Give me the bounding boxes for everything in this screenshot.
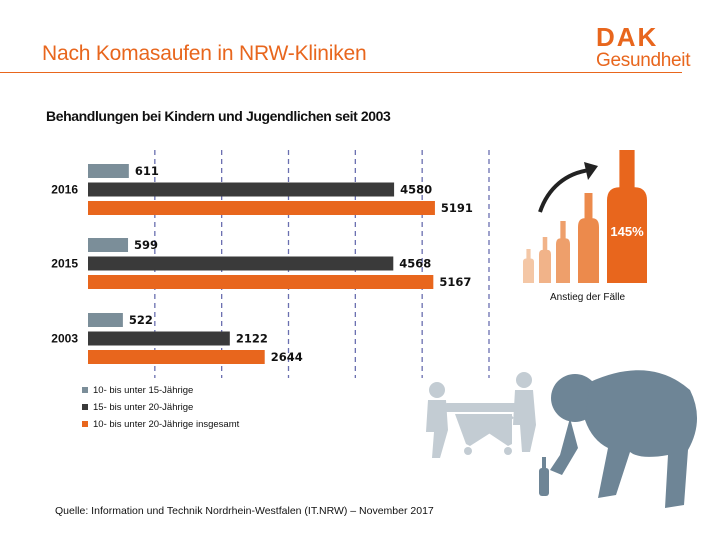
legend-swatch xyxy=(82,421,88,427)
data-label: 2122 xyxy=(236,332,268,346)
bar xyxy=(88,313,123,327)
legend-label: 10- bis unter 15-Jährige xyxy=(93,385,193,396)
page-title: Nach Komasaufen in NRW-Kliniken xyxy=(42,42,367,65)
category-label: 2015 xyxy=(51,257,78,271)
bar xyxy=(88,256,394,271)
legend-label: 15- bis unter 20-Jährige xyxy=(93,402,193,413)
source-note: Quelle: Information und Technik Nordrhei… xyxy=(55,505,434,517)
data-label: 4568 xyxy=(399,257,431,271)
bent-person-illustration xyxy=(539,370,698,508)
legend-swatch xyxy=(82,404,88,410)
data-label: 4580 xyxy=(400,183,432,197)
logo-text: Gesundheit xyxy=(596,50,691,71)
bottle-icon xyxy=(578,193,599,283)
logo-mark: DAK xyxy=(596,24,658,52)
title-divider xyxy=(0,72,682,73)
bar xyxy=(88,331,230,346)
arrow-head-icon xyxy=(584,162,598,180)
bar xyxy=(88,164,129,178)
bar xyxy=(88,201,435,215)
bottle-icon xyxy=(523,249,534,283)
data-label: 5191 xyxy=(441,201,473,215)
category-label: 2003 xyxy=(51,332,78,346)
chart-title: Behandlungen bei Kindern und Jugendliche… xyxy=(46,108,391,124)
percent-label: 145% xyxy=(610,224,644,239)
bottle-icon xyxy=(556,221,570,283)
bar xyxy=(88,238,129,252)
data-label: 2644 xyxy=(271,350,303,364)
bottle-icon xyxy=(607,150,647,283)
data-label: 522 xyxy=(129,313,153,327)
bar xyxy=(88,275,434,289)
category-label: 2016 xyxy=(51,183,78,197)
bottle-infographic: 145% xyxy=(523,150,647,283)
bar xyxy=(88,182,395,197)
legend-label: 10- bis unter 20-Jährige insgesamt xyxy=(93,419,240,430)
paramedics-stretcher-illustration xyxy=(426,372,536,458)
rising-arrow xyxy=(538,168,591,213)
illustration xyxy=(426,370,698,508)
bar xyxy=(88,350,265,364)
legend: 10- bis unter 15-Jährige 15- bis unter 20… xyxy=(82,385,240,430)
bottle-caption: Anstieg der Fälle xyxy=(550,292,626,303)
data-label: 611 xyxy=(135,164,159,178)
bottle-icon xyxy=(539,237,551,283)
dak-logo: DAK xyxy=(596,24,658,52)
bars-layer: 2016 611 4580 5191 2015 599 4568 5167 2003 522 212… xyxy=(51,164,473,364)
data-label: 5167 xyxy=(439,275,471,289)
data-label: 599 xyxy=(134,238,158,252)
legend-swatch xyxy=(82,387,88,393)
